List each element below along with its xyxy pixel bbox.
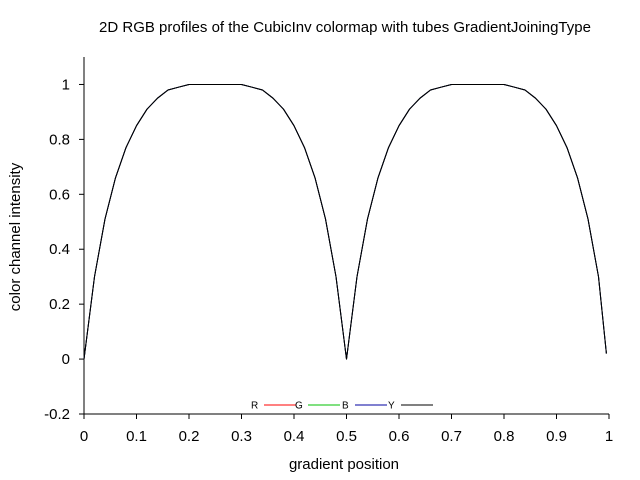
x-tick-label: 1 [605, 428, 613, 445]
y-tick-label: 0 [62, 351, 70, 368]
legend-label-b: B [342, 401, 349, 412]
series-line-b [83, 84, 607, 360]
y-axis-label: color channel intensity [7, 162, 24, 311]
x-tick-label: 0.4 [284, 428, 305, 445]
x-tick-label: 0.5 [336, 428, 357, 445]
y-tick-label: 0.4 [49, 241, 70, 258]
x-tick-label: 0 [80, 428, 88, 445]
y-axis-ticks: -0.2 0 0.2 0.4 0.6 0.8 1 [44, 76, 84, 423]
y-tick-label: 1 [62, 76, 70, 93]
y-tick-label: 0.2 [49, 296, 70, 313]
x-axis-ticks: 0 0.1 0.2 0.3 0.4 0.5 0.6 0.7 0.8 0.9 1 [80, 414, 613, 445]
x-tick-label: 0.8 [494, 428, 515, 445]
y-tick-label: -0.2 [44, 406, 70, 423]
x-tick-label: 0.9 [546, 428, 567, 445]
y-tick-label: 0.8 [49, 131, 70, 148]
x-tick-label: 0.2 [179, 428, 200, 445]
x-tick-label: 0.1 [126, 428, 147, 445]
series-line-g [83, 84, 607, 360]
x-tick-label: 0.7 [441, 428, 462, 445]
legend-label-r: R [251, 401, 258, 412]
series-lines [83, 84, 607, 360]
x-axis-label: gradient position [289, 456, 399, 473]
plot-area [83, 57, 609, 415]
x-tick-label: 0.6 [389, 428, 410, 445]
legend-label-y: Y [388, 401, 395, 412]
chart-title: 2D RGB profiles of the CubicInv colormap… [99, 19, 591, 36]
legend-label-g: G [295, 401, 303, 412]
y-tick-label: 0.6 [49, 186, 70, 203]
series-line-r [83, 84, 607, 360]
x-tick-label: 0.3 [231, 428, 252, 445]
series-line-y [83, 84, 607, 360]
